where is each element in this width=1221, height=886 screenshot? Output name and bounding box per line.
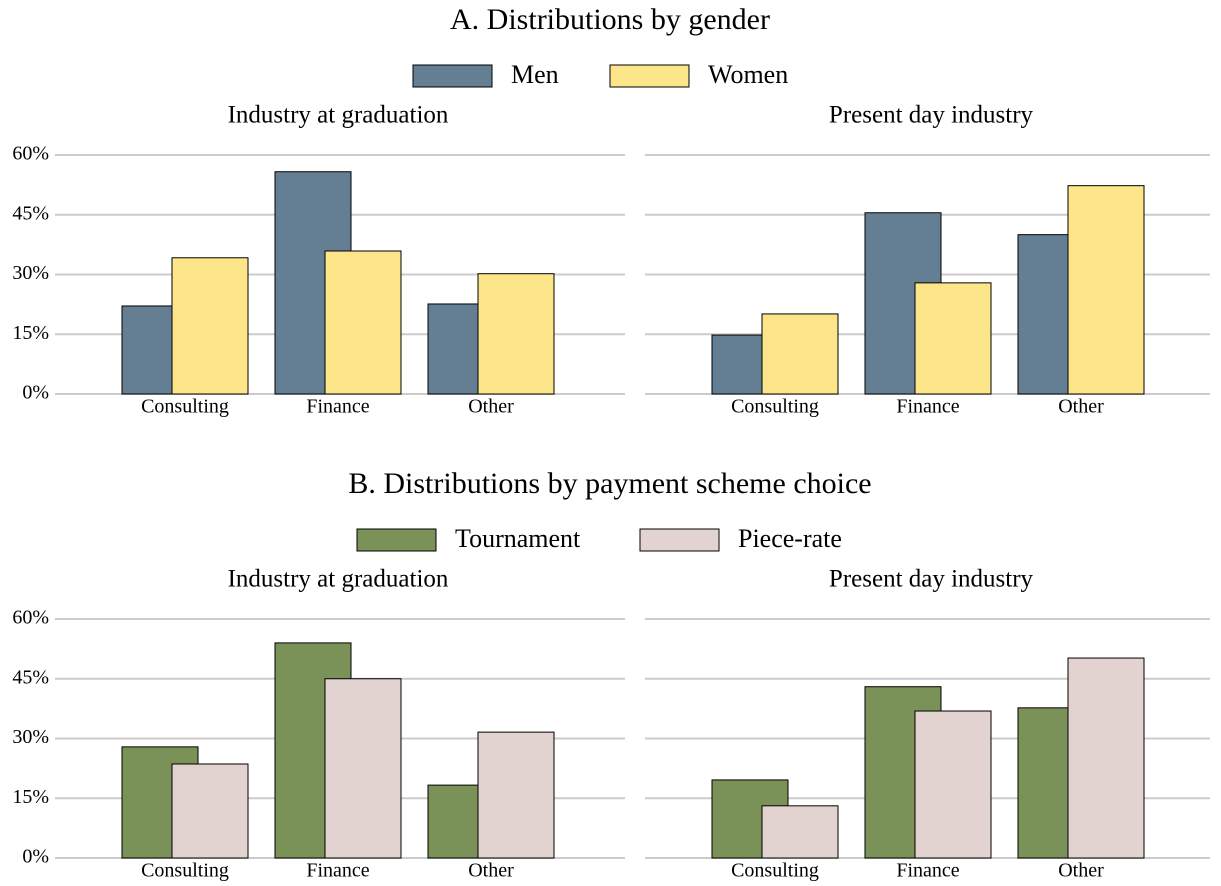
panel-title: Industry at graduation (228, 102, 449, 129)
bar (324, 678, 402, 859)
x-tick-label: Finance (896, 860, 959, 882)
x-tick-label: Consulting (141, 860, 229, 882)
bar (761, 805, 839, 859)
bar (477, 273, 555, 395)
y-tick-label: 30% (12, 262, 49, 284)
y-tick-label: 15% (12, 786, 49, 808)
panel-title: Present day industry (829, 566, 1034, 593)
bar (761, 313, 839, 395)
x-tick-label: Other (468, 860, 514, 882)
x-tick-label: Consulting (141, 396, 229, 418)
x-tick-label: Other (1058, 860, 1104, 882)
bar (914, 710, 992, 859)
bar (477, 731, 555, 859)
panel-title: Industry at graduation (228, 566, 449, 593)
x-tick-label: Other (1058, 396, 1104, 418)
y-tick-label: 60% (12, 143, 49, 165)
y-tick-label: 45% (12, 666, 49, 688)
x-tick-label: Other (468, 396, 514, 418)
bar (171, 763, 249, 859)
y-tick-label: 0% (22, 846, 49, 868)
bar (171, 257, 249, 395)
x-tick-label: Consulting (731, 860, 819, 882)
y-tick-label: 45% (12, 202, 49, 224)
legend-label: Men (511, 60, 559, 89)
legend-swatch (356, 528, 437, 552)
bar (914, 282, 992, 395)
x-tick-label: Finance (896, 396, 959, 418)
y-tick-label: 60% (12, 607, 49, 629)
y-tick-label: 0% (22, 382, 49, 404)
y-tick-label: 15% (12, 322, 49, 344)
section-title: A. Distributions by gender (450, 3, 770, 36)
section-title: B. Distributions by payment scheme choic… (348, 467, 871, 500)
x-tick-label: Finance (306, 396, 369, 418)
legend-swatch (412, 64, 493, 88)
legend-swatch (609, 64, 690, 88)
legend-label: Women (708, 60, 788, 89)
bar (324, 250, 402, 395)
legend-label: Tournament (455, 524, 581, 553)
bar (1067, 185, 1145, 395)
panel-title: Present day industry (829, 102, 1034, 129)
legend-label: Piece-rate (738, 524, 842, 553)
y-tick-label: 30% (12, 726, 49, 748)
x-tick-label: Consulting (731, 396, 819, 418)
x-tick-label: Finance (306, 860, 369, 882)
legend-swatch (639, 528, 720, 552)
bar (1067, 657, 1145, 859)
